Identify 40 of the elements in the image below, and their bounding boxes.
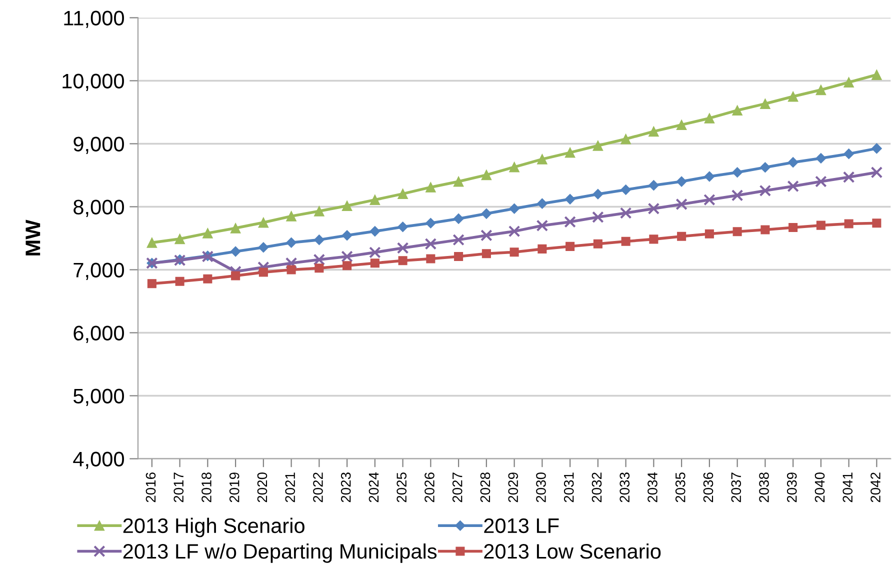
x-tick-label: 2021	[285, 472, 296, 502]
x-tick-label: 2036	[703, 472, 714, 502]
x-tick-label: 2041	[842, 472, 853, 502]
x-tick-label: 2033	[620, 472, 630, 502]
x-tick-label: 2017	[174, 472, 184, 502]
x-tick-label: 2024	[368, 472, 379, 502]
x-tick-label: 2019	[229, 472, 240, 502]
x-tick-label: 2035	[675, 472, 686, 502]
y-tick-label: 8,000	[74, 200, 124, 217]
x-tick-label: 2038	[759, 472, 769, 502]
legend-label: 2013 Low Scenario	[484, 543, 661, 559]
x-tick-label: 2028	[480, 472, 490, 502]
y-tick-label: 6,000	[74, 326, 124, 343]
x-tick-label: 2031	[564, 472, 574, 502]
y-tick-label: 11,000	[64, 10, 124, 28]
x-tick-label: 2025	[396, 472, 407, 502]
x-tick-label: 2030	[536, 472, 546, 502]
y-tick-label: 10,000	[62, 74, 124, 91]
x-tick-label: 2040	[814, 472, 825, 502]
x-tick-label: 2034	[648, 472, 658, 502]
x-tick-label: 2039	[786, 472, 797, 502]
y-tick-label: 4,000	[73, 452, 124, 469]
x-tick-label: 2042	[870, 472, 880, 502]
y-tick-label: 7,000	[74, 262, 124, 280]
y-axis-title: MW	[26, 220, 40, 256]
legend-label: 2013 High Scenario	[123, 518, 304, 538]
x-tick-label: 2016	[146, 472, 156, 502]
x-tick-label: 2022	[313, 472, 323, 502]
x-tick-label: 2026	[424, 472, 434, 502]
x-tick-label: 2027	[452, 472, 462, 502]
legend-label: 2013 LF w/o Departing Municipals	[123, 543, 437, 563]
x-tick-label: 2018	[202, 472, 212, 502]
y-tick-label: 9,000	[74, 136, 124, 154]
legend-label: 2013 LF	[484, 518, 559, 534]
x-tick-label: 2037	[731, 472, 742, 502]
y-tick-label: 5,000	[73, 388, 124, 406]
x-tick-label: 2029	[508, 472, 518, 502]
x-tick-label: 2023	[340, 472, 351, 502]
x-tick-label: 2020	[257, 472, 268, 502]
x-tick-label: 2032	[592, 472, 602, 502]
